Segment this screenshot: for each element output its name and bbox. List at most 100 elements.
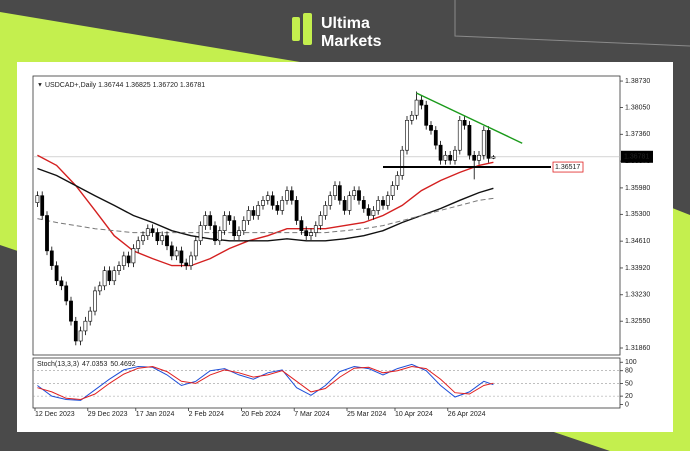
candle-body: [280, 200, 285, 211]
candle-body: [45, 215, 49, 252]
candle-body: [371, 210, 376, 216]
x-tick-label: 26 Apr 2024: [448, 411, 486, 418]
candle-body: [400, 149, 405, 176]
y-tick-label: 1.38730: [625, 78, 650, 85]
candle-body: [385, 195, 390, 206]
candle-body: [203, 215, 208, 226]
candle-body: [337, 185, 342, 201]
candle-body: [121, 255, 126, 266]
candle-body: [309, 232, 313, 237]
stoch-title: Stoch(13,3,3): [37, 361, 79, 368]
support-label-box: [552, 161, 584, 173]
candle-body: [155, 232, 160, 242]
candle-body: [357, 190, 361, 201]
candle-body: [333, 185, 337, 196]
candle-body: [477, 154, 481, 161]
y-tick-label: 1.35300: [625, 211, 650, 218]
moving-average: [37, 197, 494, 234]
candle-body: [97, 285, 102, 292]
stoch-k-value: 47.0353: [82, 361, 107, 368]
price-label-box: [621, 150, 653, 163]
candle-body: [117, 265, 121, 271]
candle-body: [352, 190, 357, 196]
candle-body: [462, 119, 467, 126]
candle-body: [443, 154, 448, 161]
candle-body: [472, 154, 477, 161]
candle-body: [347, 195, 352, 211]
candle-body: [73, 320, 78, 342]
candle-body: [313, 225, 318, 233]
candle-body: [405, 119, 409, 151]
logo-mark: [292, 17, 300, 41]
price-label: 1.36781: [624, 154, 649, 161]
x-tick-label: 10 Apr 2024: [395, 411, 433, 418]
stoch-tick-label: 80: [625, 368, 633, 375]
y-tick-label: 1.35980: [625, 185, 650, 192]
y-tick-label: 1.33920: [625, 265, 650, 272]
candle-body: [189, 255, 193, 266]
candle-body: [285, 190, 289, 201]
stoch-header: Stoch(13,3,3) 47.0353 50.4692: [37, 361, 136, 368]
candle-body: [395, 175, 400, 186]
candle-body: [112, 270, 117, 282]
candle-body: [275, 205, 280, 211]
candle-body: [241, 220, 246, 231]
candle-body: [453, 149, 457, 161]
candle-body: [169, 245, 174, 257]
candle-body: [213, 225, 217, 242]
y-tick-label: 1.34610: [625, 238, 650, 245]
candle-body: [217, 230, 222, 242]
stoch-line: [37, 363, 494, 401]
candle-body: [145, 228, 150, 237]
candle-body: [141, 235, 145, 242]
x-tick-label: 29 Dec 2023: [88, 411, 128, 418]
stoch-d-value: 50.4692: [110, 361, 135, 368]
candle-body: [246, 210, 251, 221]
x-tick-label: 25 Mar 2024: [347, 411, 386, 418]
y-tick-label: 1.32550: [625, 318, 650, 325]
candle-body: [59, 280, 64, 287]
candle-body: [424, 104, 429, 126]
candle-body: [237, 230, 241, 237]
candle-body: [198, 225, 203, 242]
candle-body: [227, 215, 232, 221]
candle-body: [414, 99, 419, 116]
candle-body: [265, 195, 270, 201]
deco-line: [454, 0, 690, 47]
candle-body: [107, 270, 112, 282]
brand-name: Markets: [321, 33, 382, 50]
candle-body: [361, 200, 366, 209]
candle-body: [381, 200, 385, 206]
candle-body: [366, 208, 371, 216]
candle-body: [208, 215, 213, 226]
y-tick-label: 1.33230: [625, 292, 650, 299]
candle-body: [251, 210, 256, 216]
candle-body: [174, 250, 179, 257]
chart-title: USDCAD+,Daily 1.36744 1.36825 1.36720 1.…: [45, 82, 205, 89]
candle-body: [193, 240, 198, 257]
trendline: [416, 92, 523, 144]
candle-body: [69, 300, 73, 322]
candle-body: [299, 220, 304, 231]
stoch-tick-label: 20: [625, 393, 633, 400]
candle-body: [457, 119, 462, 151]
support-label: 1.36517: [555, 164, 580, 171]
candle-body: [232, 220, 237, 237]
candle-body: [160, 235, 165, 242]
candle-body: [376, 200, 381, 211]
candle-body: [481, 130, 486, 156]
candle-body: [390, 185, 395, 196]
candle-body: [83, 320, 88, 332]
candle-body: [40, 195, 45, 216]
x-tick-label: 17 Jan 2024: [136, 411, 175, 418]
candle-body: [131, 248, 136, 264]
candle-body: [256, 205, 261, 216]
candle-body: [64, 285, 69, 302]
candle-body: [102, 270, 107, 287]
candle-body: [222, 215, 227, 231]
y-tick-label: 1.37360: [625, 131, 650, 138]
candle-body: [184, 262, 189, 266]
candle-body: [304, 230, 309, 237]
